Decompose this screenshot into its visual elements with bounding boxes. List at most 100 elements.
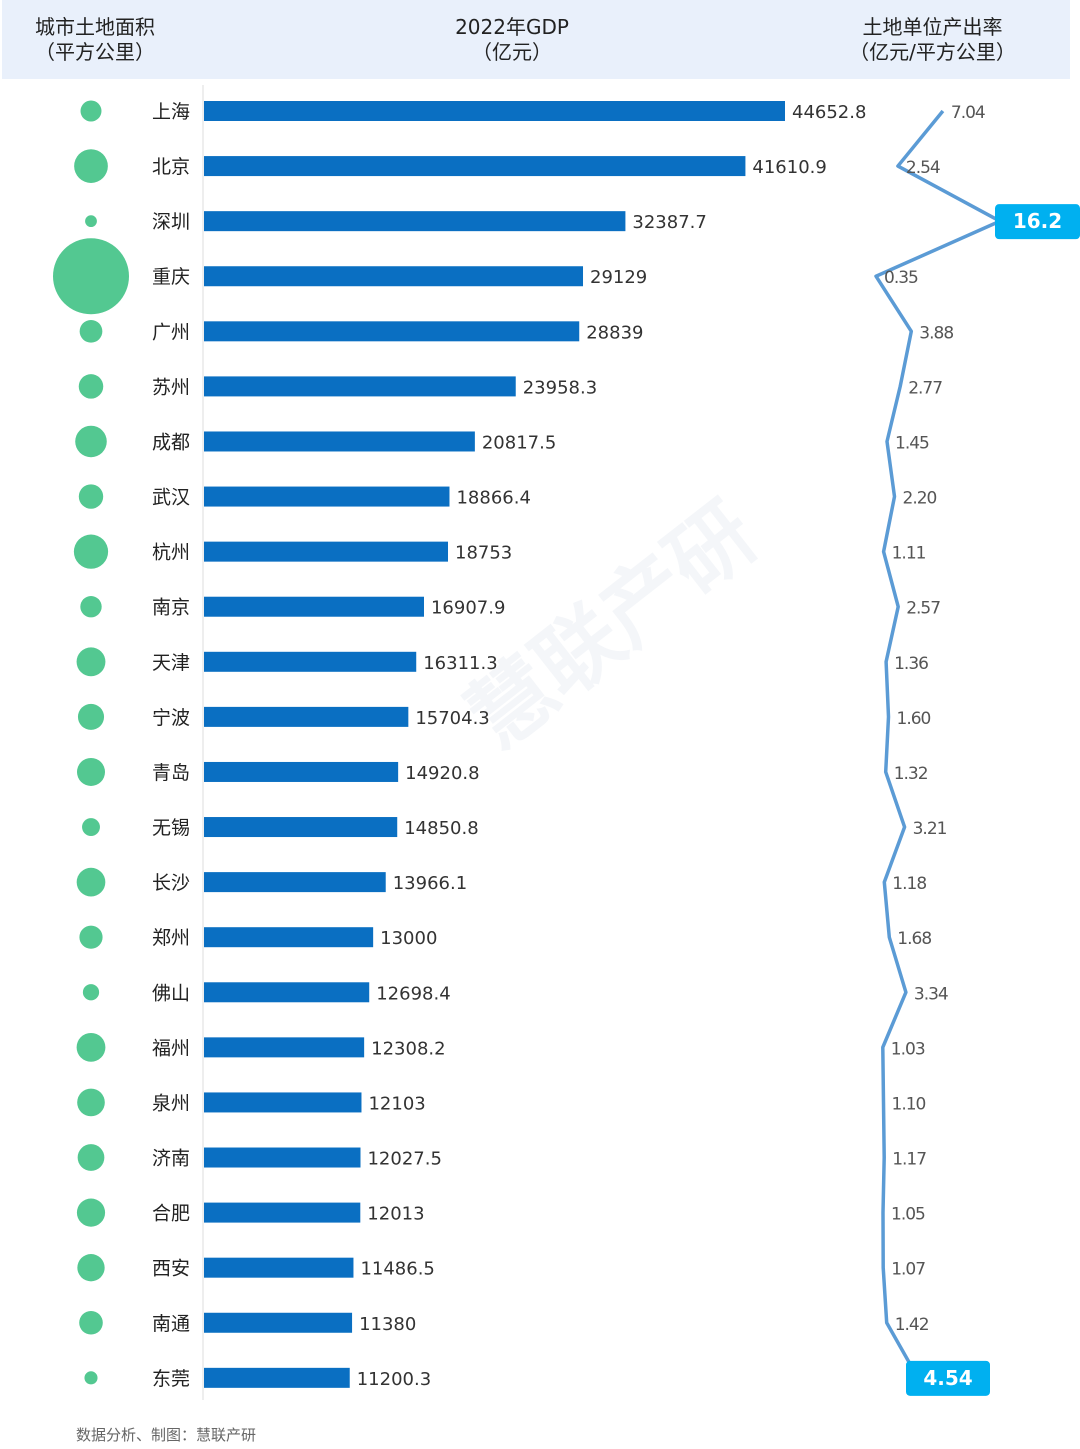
gdp-bar (204, 1202, 361, 1223)
land-area-bubble (80, 596, 102, 618)
city-label: 北京 (152, 156, 190, 178)
table-header (2, 0, 1070, 79)
gdp-bar (204, 1257, 354, 1278)
output-rate-label: 3.21 (913, 819, 947, 839)
land-area-bubble (82, 984, 100, 1001)
city-label: 杭州 (152, 542, 190, 564)
output-rate-label: 3.88 (919, 323, 953, 343)
output-rate-label-highlight: 16.2 (1013, 209, 1062, 233)
output-rate-label: 1.10 (892, 1094, 926, 1114)
gdp-bar (204, 431, 475, 452)
header-rate-line1: 土地单位产出率 (862, 15, 1003, 39)
gdp-bar (204, 266, 584, 287)
output-rate-label: 1.05 (891, 1205, 925, 1225)
gdp-value-label: 13000 (380, 928, 437, 949)
city-label: 济南 (152, 1148, 190, 1170)
gdp-bar (204, 376, 516, 397)
city-label: 佛山 (152, 982, 190, 1004)
output-rate-label: 1.11 (892, 544, 926, 564)
output-rate-label: 2.20 (903, 489, 937, 509)
gdp-value-label: 15704.3 (415, 708, 489, 729)
gdp-value-label: 16907.9 (431, 598, 505, 619)
output-rate-label: 1.18 (892, 874, 926, 894)
gdp-value-label: 29129 (590, 267, 647, 288)
land-area-bubble (79, 319, 103, 343)
city-label: 南京 (152, 597, 190, 619)
city-label: 深圳 (152, 211, 190, 233)
city-label: 武汉 (152, 487, 190, 509)
output-rate-label: 2.77 (908, 378, 942, 398)
city-label: 天津 (152, 652, 190, 674)
gdp-bar (204, 321, 580, 342)
gdp-bar (204, 927, 374, 948)
city-label: 合肥 (152, 1203, 190, 1225)
land-area-bubble (85, 215, 97, 228)
output-rate-label: 1.45 (895, 433, 929, 453)
output-rate-label-highlight: 4.54 (923, 1366, 972, 1390)
land-area-bubble (75, 425, 107, 458)
land-area-bubble (78, 374, 104, 399)
output-rate-label: 1.32 (894, 764, 928, 784)
header-gdp-line1: 2022年GDP (455, 15, 569, 39)
gdp-bar (204, 541, 449, 562)
land-area-bubble (77, 703, 105, 730)
city-label: 苏州 (152, 376, 190, 398)
gdp-value-label: 32387.7 (632, 212, 706, 233)
header-rate-line2: （亿元/平方公里） (849, 40, 1016, 64)
output-rate-label: 1.17 (892, 1150, 926, 1170)
output-rate-label: 1.07 (891, 1260, 925, 1280)
output-rate-label: 3.34 (914, 984, 948, 1004)
gdp-value-label: 44652.8 (792, 102, 866, 123)
gdp-bar (204, 872, 386, 893)
output-rate-line (874, 109, 1002, 1379)
land-area-bubble (76, 867, 106, 897)
gdp-bar (204, 211, 626, 232)
gdp-bar (204, 817, 398, 838)
land-area-bubble (78, 484, 104, 509)
city-label: 宁波 (152, 707, 190, 729)
gdp-value-label: 14850.8 (404, 818, 478, 839)
output-rate-label: 2.54 (906, 158, 940, 178)
land-area-bubble (76, 757, 106, 786)
city-label: 西安 (152, 1258, 190, 1280)
city-label: 东莞 (152, 1368, 190, 1390)
source-footer: 数据分析、制图：慧联产研 (76, 1426, 257, 1444)
city-label: 南通 (152, 1313, 190, 1335)
header-land-area-line2: （平方公里） (35, 40, 155, 64)
land-area-bubble (77, 1254, 105, 1282)
header-land-area-line1: 城市土地面积 (35, 15, 155, 39)
gdp-bar (204, 1092, 362, 1113)
gdp-bar (204, 1037, 365, 1058)
gdp-bar (204, 486, 450, 507)
output-rate-label: 2.57 (906, 599, 940, 619)
highlight-badge (906, 1360, 990, 1396)
output-rate-label: 7.04 (951, 103, 985, 123)
land-area-bubble (84, 1371, 98, 1385)
output-rate-label: 1.36 (894, 654, 928, 674)
land-area-bubble (76, 1032, 106, 1062)
output-rate-label: 1.68 (897, 929, 931, 949)
land-area-bubble (79, 1310, 103, 1335)
gdp-bar (204, 596, 424, 617)
gdp-bar (204, 1312, 353, 1333)
gdp-value-label: 11486.5 (360, 1259, 434, 1280)
land-area-bubble (77, 1144, 105, 1171)
city-label: 无锡 (152, 817, 190, 839)
output-rate-label: 0.35 (884, 268, 918, 288)
city-label: 上海 (152, 101, 190, 123)
city-label: 青岛 (152, 762, 190, 784)
output-rate-label: 1.60 (897, 709, 931, 729)
header-gdp: 2022年GDP （亿元） (412, 15, 612, 65)
gdp-value-label: 12698.4 (376, 983, 450, 1004)
output-rate-label: 1.03 (891, 1039, 925, 1059)
gdp-bar (204, 1147, 361, 1168)
gdp-value-label: 12308.2 (371, 1038, 445, 1059)
output-rate-label: 1.42 (895, 1315, 929, 1335)
gdp-value-label: 18866.4 (456, 488, 530, 509)
highlight-badge (995, 204, 1080, 240)
city-label: 郑州 (152, 927, 190, 949)
land-area-bubble (80, 100, 102, 122)
gdp-bar (204, 982, 370, 1003)
gdp-bar (204, 101, 785, 121)
